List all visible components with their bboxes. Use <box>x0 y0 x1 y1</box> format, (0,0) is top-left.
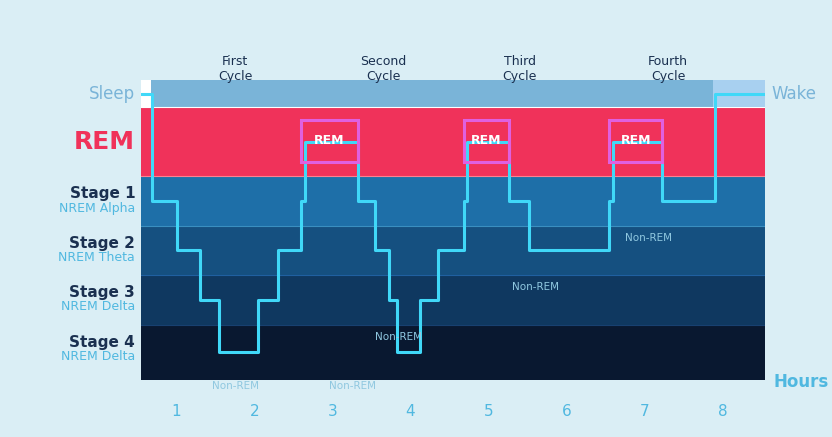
Bar <box>609 119 662 163</box>
Text: Stage 4: Stage 4 <box>69 335 135 350</box>
Text: First
Cycle: First Cycle <box>218 55 252 83</box>
Text: NREM Delta: NREM Delta <box>61 301 135 313</box>
Text: REM: REM <box>74 130 135 154</box>
Text: NREM Delta: NREM Delta <box>61 350 135 363</box>
Bar <box>713 80 765 108</box>
Text: REM: REM <box>314 135 344 147</box>
Text: Wake: Wake <box>772 85 817 103</box>
Bar <box>141 80 151 108</box>
Bar <box>141 80 765 108</box>
Text: NREM Theta: NREM Theta <box>58 251 135 264</box>
Text: REM: REM <box>621 135 651 147</box>
Text: Stage 3: Stage 3 <box>69 285 135 300</box>
Text: Non-REM: Non-REM <box>625 233 672 243</box>
Text: Second
Cycle: Second Cycle <box>360 55 406 83</box>
Text: Fourth
Cycle: Fourth Cycle <box>648 55 688 83</box>
Text: Non-REM: Non-REM <box>211 381 259 391</box>
Text: Hours: Hours <box>773 373 829 391</box>
Bar <box>141 176 765 225</box>
Text: Stage 2: Stage 2 <box>69 236 135 251</box>
Text: REM: REM <box>471 135 502 147</box>
Bar <box>301 119 358 163</box>
Text: Sleep: Sleep <box>89 85 135 103</box>
Bar <box>141 108 765 176</box>
Text: Non-REM: Non-REM <box>329 381 375 391</box>
Bar <box>141 225 765 275</box>
Text: Non-REM: Non-REM <box>512 282 559 292</box>
Text: Non-REM: Non-REM <box>375 332 423 342</box>
Text: NREM Alpha: NREM Alpha <box>59 201 135 215</box>
Bar <box>141 325 765 380</box>
Bar <box>463 119 509 163</box>
Text: Third
Cycle: Third Cycle <box>503 55 537 83</box>
Text: Stage 1: Stage 1 <box>70 186 135 201</box>
Bar <box>141 275 765 325</box>
